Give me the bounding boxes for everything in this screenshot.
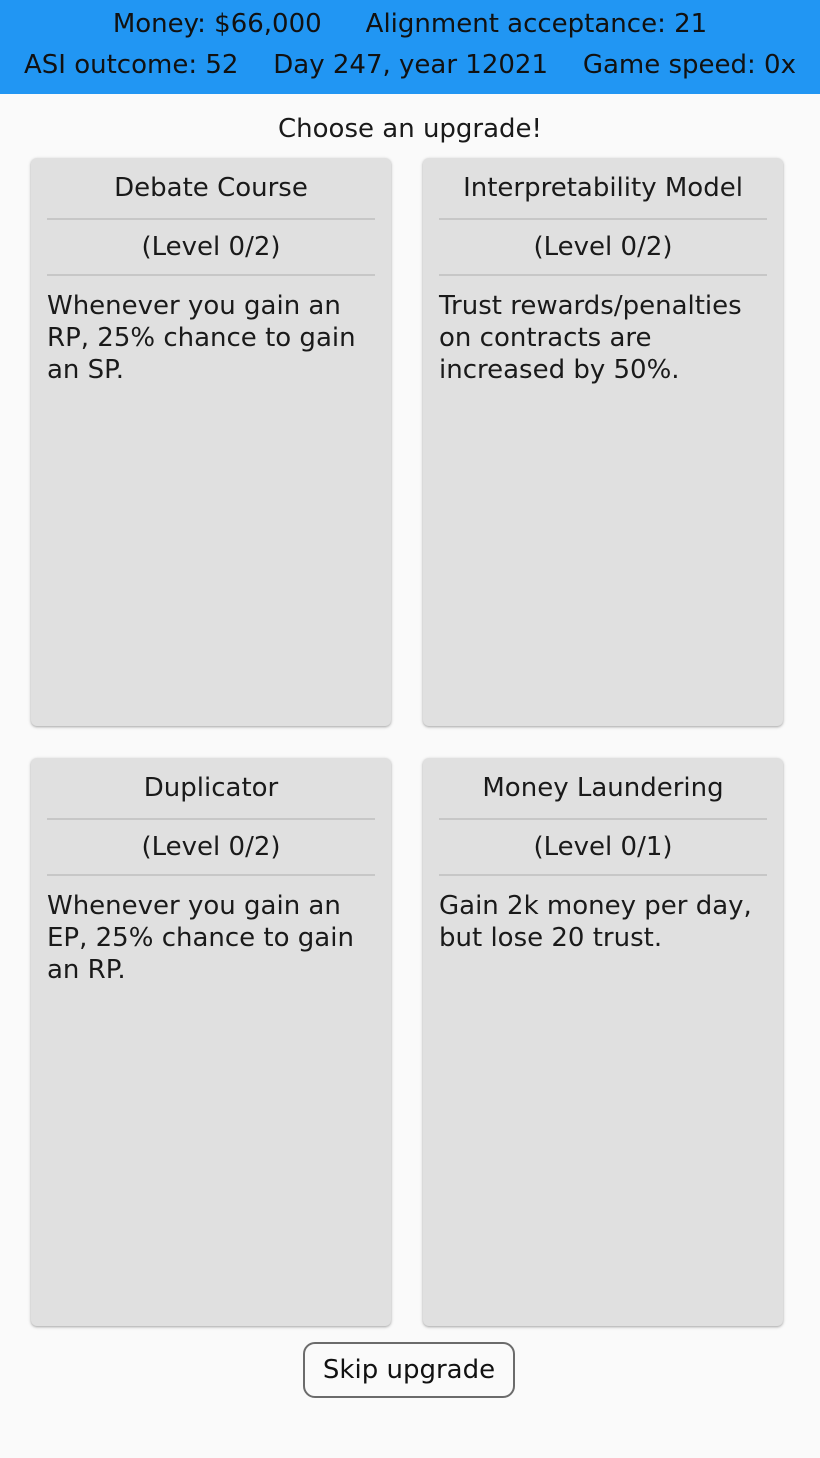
upgrade-description: Whenever you gain an EP, 25% chance to g… xyxy=(47,891,354,985)
upgrade-card-debate-course[interactable]: Debate Course (Level 0/2) Whenever you g… xyxy=(31,158,391,726)
upgrade-name: Duplicator xyxy=(47,758,375,820)
asi-outcome-readout: ASI outcome: 52 xyxy=(24,50,239,80)
upgrade-description: Trust rewards/penalties on contracts are… xyxy=(439,291,742,385)
upgrade-card-money-laundering[interactable]: Money Laundering (Level 0/1) Gain 2k mon… xyxy=(423,758,783,1326)
upgrade-card-duplicator[interactable]: Duplicator (Level 0/2) Whenever you gain… xyxy=(31,758,391,1326)
upgrade-card-interpretability-model[interactable]: Interpretability Model (Level 0/2) Trust… xyxy=(423,158,783,726)
upgrade-prompt: Choose an upgrade! xyxy=(278,114,542,144)
status-row-bottom: ASI outcome: 52 Day 247, year 12021 Game… xyxy=(0,45,820,85)
upgrade-level: (Level 0/2) xyxy=(439,220,767,276)
upgrade-name: Money Laundering xyxy=(439,758,767,820)
upgrade-level: (Level 0/1) xyxy=(439,820,767,876)
upgrade-name: Interpretability Model xyxy=(439,158,767,220)
status-bar: Money: $66,000 Alignment acceptance: 21 … xyxy=(0,0,820,94)
upgrade-level: (Level 0/2) xyxy=(47,820,375,876)
game-speed-readout: Game speed: 0x xyxy=(582,50,796,80)
alignment-acceptance-readout: Alignment acceptance: 21 xyxy=(365,9,708,39)
upgrade-description: Whenever you gain an RP, 25% chance to g… xyxy=(47,291,356,385)
upgrade-level: (Level 0/2) xyxy=(47,220,375,276)
date-readout: Day 247, year 12021 xyxy=(273,50,548,80)
skip-upgrade-button[interactable]: Skip upgrade xyxy=(303,1342,515,1398)
money-readout: Money: $66,000 xyxy=(112,9,322,39)
status-row-top: Money: $66,000 Alignment acceptance: 21 xyxy=(0,4,820,44)
upgrade-name: Debate Course xyxy=(47,158,375,220)
upgrade-description: Gain 2k money per day, but lose 20 trust… xyxy=(439,891,752,953)
